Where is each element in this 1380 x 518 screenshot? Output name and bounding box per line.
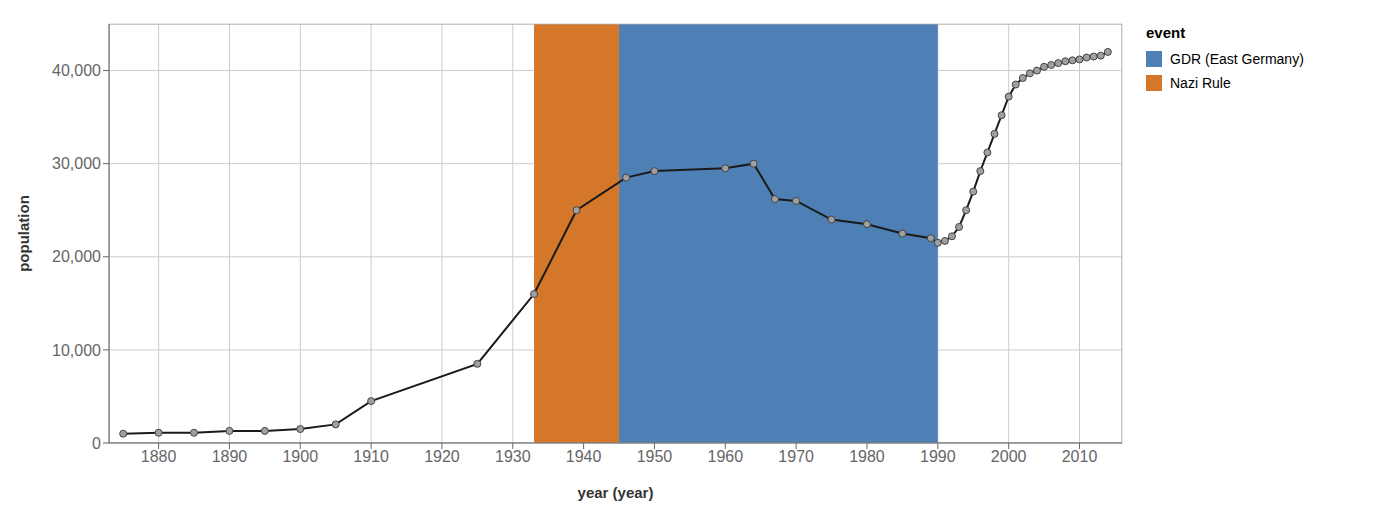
svg-text:1920: 1920 (424, 448, 460, 465)
svg-text:1940: 1940 (566, 448, 602, 465)
svg-text:1960: 1960 (708, 448, 744, 465)
svg-text:1950: 1950 (637, 448, 673, 465)
svg-text:1890: 1890 (212, 448, 248, 465)
svg-text:1880: 1880 (141, 448, 177, 465)
svg-text:10,000: 10,000 (52, 342, 101, 359)
svg-text:1930: 1930 (495, 448, 531, 465)
html-text:GDR (East Germany): GDR (East Germany) (1170, 51, 1304, 67)
svg-text:40,000: 40,000 (52, 62, 101, 79)
html-text:event: event (1146, 24, 1186, 41)
svg-text:20,000: 20,000 (52, 248, 101, 265)
svg-text:1910: 1910 (353, 448, 389, 465)
svg-text:2010: 2010 (1062, 448, 1098, 465)
svg-text:1990: 1990 (920, 448, 956, 465)
svg-text:30,000: 30,000 (52, 155, 101, 172)
html-text:Nazi Rule: Nazi Rule (1170, 75, 1231, 91)
svg-text:2000: 2000 (991, 448, 1027, 465)
svg-text:population: population (15, 195, 32, 272)
svg-text:year (year): year (year) (578, 484, 654, 501)
svg-text:1980: 1980 (849, 448, 885, 465)
svg-text:1970: 1970 (778, 448, 814, 465)
svg-text:1900: 1900 (282, 448, 318, 465)
svg-text:0: 0 (92, 435, 101, 452)
